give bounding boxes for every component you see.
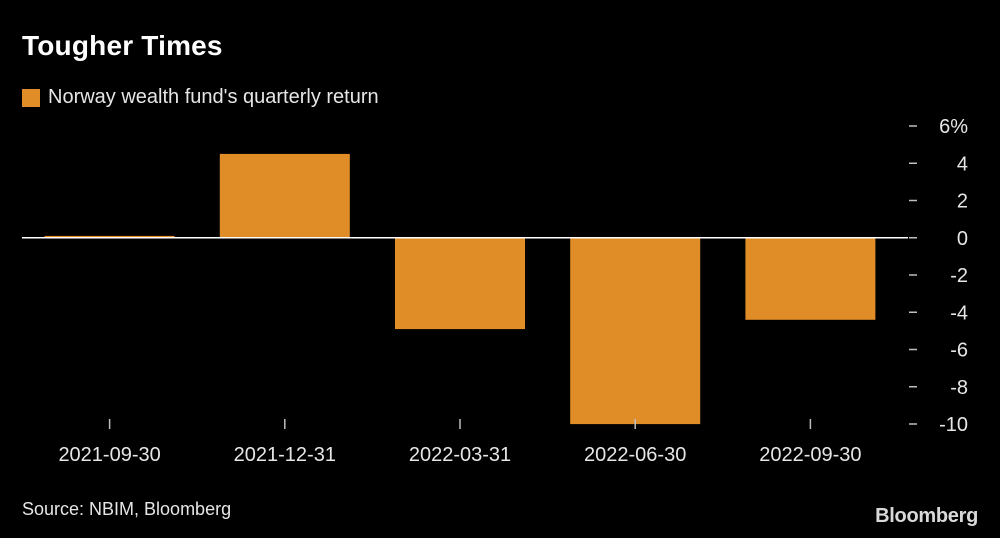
y-tick-label: -8 bbox=[950, 377, 968, 399]
y-tick-label: -4 bbox=[950, 302, 968, 324]
bar-2022-06-30 bbox=[570, 237, 701, 425]
y-tick-label: -6 bbox=[950, 340, 968, 362]
x-tick-label: 2022-06-30 bbox=[584, 444, 686, 466]
bar-2022-09-30 bbox=[745, 237, 876, 320]
y-tick-label: -2 bbox=[950, 265, 968, 287]
y-tick-label: 6% bbox=[939, 116, 968, 138]
y-tick-label: 0 bbox=[957, 228, 968, 250]
x-axis: 2021-09-30 2021-12-31 2022-03-31 2022-06-30… bbox=[58, 419, 862, 466]
legend: Norway wealth fund's quarterly return bbox=[22, 86, 379, 109]
y-tick-label: -10 bbox=[939, 414, 968, 436]
bar-2022-03-31 bbox=[395, 237, 525, 330]
bars-layer bbox=[44, 153, 876, 425]
y-tick-label: 4 bbox=[957, 153, 968, 175]
x-tick-label: 2022-09-30 bbox=[759, 444, 861, 466]
chart-title: Tougher Times bbox=[22, 30, 223, 61]
bloomberg-logo: Bloomberg bbox=[875, 505, 978, 527]
bar-2021-12-31 bbox=[219, 153, 350, 238]
x-tick-label: 2022-03-31 bbox=[409, 444, 511, 466]
legend-swatch bbox=[22, 88, 40, 107]
bar-2021-09-30 bbox=[44, 235, 175, 238]
legend-label: Norway wealth fund's quarterly return bbox=[48, 86, 379, 108]
y-tick-label: 2 bbox=[957, 191, 968, 213]
x-tick-label: 2021-12-31 bbox=[234, 444, 336, 466]
x-tick-label: 2021-09-30 bbox=[58, 444, 160, 466]
source-note: Source: NBIM, Bloomberg bbox=[22, 499, 232, 519]
y-axis: 6% 4 2 0 -2 -4 -6 -8 -10 bbox=[909, 116, 968, 436]
